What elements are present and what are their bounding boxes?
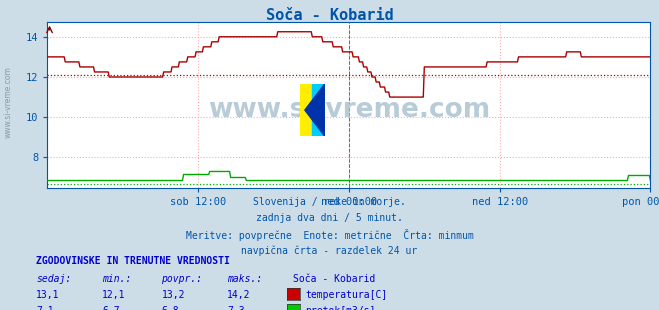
Text: pretok[m3/s]: pretok[m3/s] xyxy=(305,306,376,310)
Text: www.si-vreme.com: www.si-vreme.com xyxy=(3,66,13,138)
Text: Slovenija / reke in morje.: Slovenija / reke in morje. xyxy=(253,197,406,207)
Bar xyxy=(300,84,312,136)
Text: min.:: min.: xyxy=(102,274,132,284)
Text: Soča - Kobarid: Soča - Kobarid xyxy=(293,274,376,284)
Text: www.si-vreme.com: www.si-vreme.com xyxy=(208,97,490,122)
Text: 7,1: 7,1 xyxy=(36,306,54,310)
Text: zadnja dva dni / 5 minut.: zadnja dva dni / 5 minut. xyxy=(256,213,403,223)
Text: 6,7: 6,7 xyxy=(102,306,120,310)
Text: 14,2: 14,2 xyxy=(227,290,251,300)
Text: Soča - Kobarid: Soča - Kobarid xyxy=(266,8,393,23)
Text: Meritve: povprečne  Enote: metrične  Črta: minmum: Meritve: povprečne Enote: metrične Črta:… xyxy=(186,229,473,241)
Text: 13,2: 13,2 xyxy=(161,290,185,300)
Text: 13,1: 13,1 xyxy=(36,290,60,300)
Polygon shape xyxy=(305,84,325,136)
Text: ZGODOVINSKE IN TRENUTNE VREDNOSTI: ZGODOVINSKE IN TRENUTNE VREDNOSTI xyxy=(36,256,230,266)
Text: maks.:: maks.: xyxy=(227,274,262,284)
Text: 12,1: 12,1 xyxy=(102,290,126,300)
Text: 6,8: 6,8 xyxy=(161,306,179,310)
Text: temperatura[C]: temperatura[C] xyxy=(305,290,387,300)
Text: povpr.:: povpr.: xyxy=(161,274,202,284)
Text: sedaj:: sedaj: xyxy=(36,274,71,284)
Bar xyxy=(312,84,325,136)
Text: navpična črta - razdelek 24 ur: navpična črta - razdelek 24 ur xyxy=(241,245,418,256)
Text: 7,3: 7,3 xyxy=(227,306,245,310)
